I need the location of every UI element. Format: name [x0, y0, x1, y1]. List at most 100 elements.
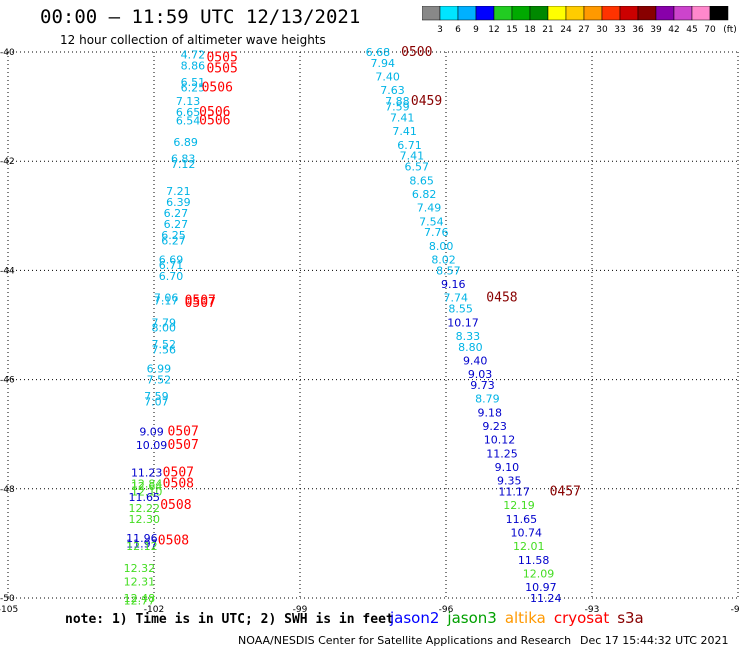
wave-height-label: 11.23 [131, 466, 163, 479]
wave-height-label: 7.41 [392, 125, 417, 138]
wave-height-label: 6.27 [164, 218, 189, 231]
wave-height-label: 8.57 [436, 264, 461, 277]
wave-height-label: 11.25 [486, 447, 518, 460]
wave-height-label: 11.65 [129, 491, 161, 504]
wave-height-label: 12.64 [131, 480, 163, 493]
wave-height-label: 8.80 [458, 341, 483, 354]
wave-height-label: 7.13 [176, 95, 201, 108]
time-label: 0458 [486, 291, 517, 306]
wave-height-label: 6.71 [159, 259, 184, 272]
wave-height-label: 10.17 [447, 316, 479, 329]
wave-height-label: 6.51 [181, 76, 206, 89]
wave-height-label: 8.33 [456, 330, 481, 343]
wave-height-label: 6.83 [171, 152, 196, 165]
color-scale-label: 27 [578, 25, 589, 35]
wave-height-label: 6.27 [164, 207, 189, 220]
time-label: 0507 [185, 296, 216, 311]
wave-height-label: 10.97 [525, 581, 557, 594]
wave-height-label: 8.55 [448, 303, 473, 316]
wave-height-label: 7.88 [385, 95, 410, 108]
wave-height-label: 7.52 [151, 338, 176, 351]
x-tick-label: -99 [293, 605, 308, 615]
time-label: 0508 [163, 476, 194, 491]
wave-height-label: 9.23 [482, 420, 507, 433]
time-label: 0505 [206, 50, 237, 65]
wave-height-label: 7.12 [171, 158, 196, 171]
wave-height-label: 12.10 [131, 486, 163, 499]
y-tick-label: -42 [0, 157, 15, 167]
color-scale-label: 45 [686, 25, 697, 35]
wave-height-label: 6.25 [161, 229, 186, 242]
y-tick-label: -50 [0, 594, 15, 604]
color-scale-label: 30 [596, 25, 608, 35]
time-label: 0459 [411, 94, 442, 109]
color-scale-label: 21 [542, 25, 553, 35]
wave-height-label: 6.25 [181, 81, 206, 94]
wave-height-label: 7.07 [144, 395, 169, 408]
wave-height-label: 9.10 [495, 461, 520, 474]
x-tick-label: -105 [0, 605, 18, 615]
time-label: 0508 [158, 534, 189, 549]
color-swatch [709, 6, 729, 21]
wave-height-label: 12.77 [124, 595, 156, 608]
wave-height-label: 11.58 [518, 554, 550, 567]
wave-height-label: 11.65 [506, 513, 538, 526]
wave-height-label: 11.97 [126, 537, 158, 550]
legend-item-s3a: s3a [617, 609, 644, 627]
color-scale-label: 33 [614, 25, 625, 35]
color-scale-label: 42 [668, 25, 679, 35]
wave-height-label: 8.02 [431, 253, 456, 266]
time-label: 0506 [199, 105, 230, 120]
wave-height-label: 6.89 [173, 136, 198, 149]
time-label: 0500 [401, 45, 432, 60]
wave-height-label: 12.32 [124, 562, 156, 575]
wave-height-label: 7.74 [443, 292, 468, 305]
color-scale-bar: 3 6 9 12 15 18 21 24 27 30 33 36 39 42 45 70 (ft) [422, 6, 737, 35]
wave-height-label: 8.79 [475, 393, 500, 406]
wave-height-label: 7.40 [375, 71, 400, 84]
wave-height-label: 7.17 [154, 294, 179, 307]
time-label: 0457 [550, 485, 581, 500]
color-scale-label: 6 [455, 25, 461, 35]
wave-height-label: 8.86 [181, 60, 206, 73]
wave-height-label: 12.19 [503, 499, 535, 512]
color-scale-label: 15 [506, 25, 517, 35]
wave-height-label: 7.06 [154, 292, 179, 305]
wave-height-label: 8.65 [409, 174, 434, 187]
credit-text: NOAA/NESDIS Center for Satellite Applica… [238, 634, 572, 647]
wave-height-label: 6.71 [397, 139, 422, 152]
wave-height-label: 7.54 [419, 215, 444, 228]
wave-height-label: 11.96 [126, 532, 158, 545]
wave-height-label: 7.56 [151, 344, 176, 357]
legend-item-altika: altika [504, 609, 546, 627]
time-label: 0505 [206, 61, 237, 76]
wave-height-label: 6.57 [405, 161, 430, 174]
wave-height-label: 7.63 [380, 84, 405, 97]
time-label: 0506 [202, 80, 233, 95]
wave-height-label: 7.52 [147, 374, 172, 387]
wave-height-label: 7.79 [151, 316, 176, 329]
wave-height-label: 10.09 [136, 439, 168, 452]
x-tick-label: -102 [144, 605, 164, 615]
wave-height-label: 9.73 [470, 379, 495, 392]
wave-height-label: 9.18 [478, 406, 503, 419]
color-scale-label: 9 [473, 25, 479, 35]
wave-height-label: 6.54 [176, 114, 201, 127]
y-tick-label: -48 [0, 485, 15, 495]
wave-height-label: 7.41 [400, 150, 425, 163]
wave-height-label: 11.17 [498, 486, 530, 499]
wave-height-label: 9.40 [463, 354, 488, 367]
wave-height-label: 7.41 [390, 112, 415, 125]
wave-height-label: 12.31 [124, 576, 156, 589]
time-label: 0508 [160, 498, 191, 513]
wave-height-label: 8.00 [429, 240, 454, 253]
wave-height-label: 6.39 [166, 196, 191, 209]
time-label: 0507 [168, 424, 199, 439]
wave-height-label: 10.74 [511, 526, 543, 539]
wave-height-label: 6.65 [176, 106, 201, 119]
wave-height-label: 7.21 [166, 185, 191, 198]
time-label: 0507 [163, 465, 194, 480]
wave-height-label: 11.24 [530, 592, 562, 605]
wave-height-label: 12.48 [124, 592, 156, 605]
